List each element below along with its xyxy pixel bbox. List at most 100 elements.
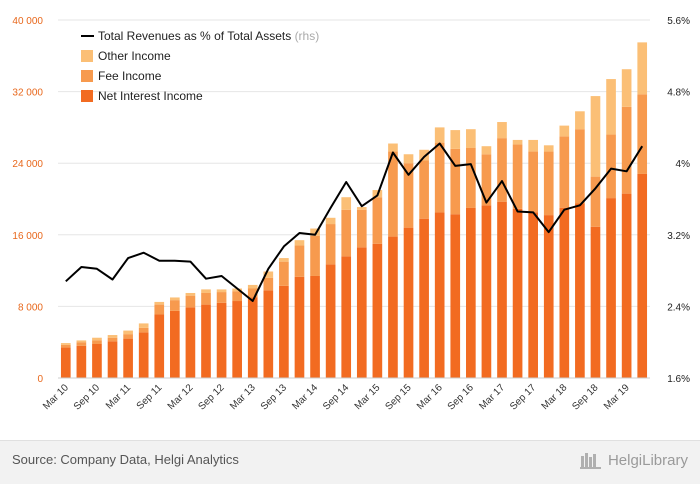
y2-tick-label: 1.6% [667,374,690,385]
x-tick-label: Sep 17 [508,382,538,412]
bar-segment-fee-income [341,209,352,257]
bar-segment-net-interest-income [497,201,507,378]
bar-segment-other-income [497,122,507,139]
bar-segment-fee-income [123,334,133,339]
line-series [65,142,644,302]
bar-segment-other-income [325,217,336,225]
bar-segment-net-interest-income [279,285,289,378]
bar-segment-other-income [232,288,242,292]
bar-segment-fee-income [403,163,414,228]
bar-segment-fee-income [279,261,289,286]
bar-segment-other-income [60,343,71,345]
y-tick-label: 0 [37,374,43,385]
bar-segment-fee-income [201,292,211,305]
bar-segment-fee-income [621,106,632,194]
x-tick-label: Sep 14 [321,382,351,412]
bar-segment-net-interest-income [310,275,320,378]
bar-segment-net-interest-income [590,226,601,378]
bar-segment-fee-income [92,340,102,344]
bar-segment-net-interest-income [419,218,429,378]
bar-segment-fee-income [497,138,507,202]
bar-segment-other-income [403,154,414,164]
bar-segment-other-income [388,143,398,152]
bar-segment-other-income [154,301,165,305]
brand-logo: HelgiLibrary [579,450,688,470]
bar-segment-net-interest-income [403,227,414,378]
bar-segment-other-income [185,292,196,296]
y2-tick-label: 5.6% [667,16,690,27]
bar-segment-net-interest-income [528,212,538,378]
bar-segment-net-interest-income [216,302,227,378]
x-tick-label: Sep 18 [570,382,600,412]
x-tick-label: Mar 15 [353,382,383,412]
x-tick-label: Mar 11 [104,382,134,412]
y-tick-label: 8 000 [18,302,43,313]
x-tick-label: Sep 15 [383,382,413,412]
bar-segment-net-interest-income [325,264,336,378]
chart-svg: 0 8 000 16 000 24 000 32 000 40 000 1.6% 2.4% 3.… [12,16,690,413]
legend-label-other-income: Other Income [98,49,171,63]
x-tick-label: Sep 10 [72,382,102,412]
bar-segment-fee-income [637,94,648,174]
legend-label-line: Total Revenues as % of Total Assets (rhs… [98,29,319,43]
bar-segment-net-interest-income [372,243,383,378]
bar-segment-fee-income [310,235,320,276]
bar-segment-other-income [621,69,632,107]
bar-segment-other-income [247,284,258,289]
bar-segment-other-income [606,79,616,135]
x-tick-label: Sep 16 [446,382,476,412]
bar-segment-net-interest-income [185,307,196,378]
legend-label-rhs: (rhs) [295,29,320,43]
bar-segment-net-interest-income [543,215,554,378]
bar-segment-other-income [341,197,352,210]
bar-segment-fee-income [372,197,383,244]
bar-segment-net-interest-income [154,314,165,378]
bar-segment-fee-income [419,160,429,219]
bar-segment-net-interest-income [201,304,211,378]
bar-segment-fee-income [434,142,445,213]
bar-segment-other-income [279,258,289,262]
bar-segment-other-income [637,42,648,95]
chart-area: 0 8 000 16 000 24 000 32 000 40 000 1.6% 2.4% 3.… [12,16,690,413]
bar-segment-other-income [138,323,149,328]
bar-segment-other-income [528,139,538,152]
bar-segment-fee-income [528,151,538,213]
bar-segment-fee-income [76,342,87,346]
bar-segment-fee-income [232,291,242,302]
bar-segment-fee-income [450,148,461,215]
bar-segment-other-income [590,96,601,177]
bar-segment-other-income [575,111,585,130]
bar-segment-fee-income [606,134,616,199]
bar-segment-net-interest-income [621,193,632,378]
line-total-revenues-pct-assets [65,142,644,302]
footer: Source: Company Data, Helgi Analytics He… [0,440,700,484]
bar-segment-other-income [356,207,367,210]
bar-segment-fee-income [512,144,523,209]
bar-segment-fee-income [216,292,227,303]
bar-segment-fee-income [481,154,492,206]
bar-segment-net-interest-income [559,207,570,378]
bar-segment-net-interest-income [107,341,118,378]
bar-segment-net-interest-income [294,276,305,378]
brand-name: HelgiLibrary [607,451,688,469]
bar-segment-other-income [559,125,570,137]
bar-segment-net-interest-income [466,207,476,378]
bar-segment-net-interest-income [450,214,461,378]
bar-segment-other-income [123,330,133,335]
bar-segment-other-income [263,271,274,278]
bar-segment-other-income [419,149,429,161]
x-tick-label: Mar 14 [290,382,320,412]
bar-segment-other-income [466,129,476,148]
bar-segment-fee-income [185,295,196,308]
y2-tick-label: 4.8% [667,88,690,99]
bar-series [60,42,648,378]
bar-segment-other-income [294,240,305,246]
y-tick-label: 16 000 [12,231,43,242]
bar-segment-net-interest-income [481,205,492,378]
bar-segment-other-income [310,228,320,236]
bar-segment-fee-income [247,288,258,298]
bar-segment-net-interest-income [138,332,149,378]
bar-segment-fee-income [138,327,149,333]
y2-tick-label: 2.4% [667,302,690,313]
bar-segment-net-interest-income [76,345,87,378]
